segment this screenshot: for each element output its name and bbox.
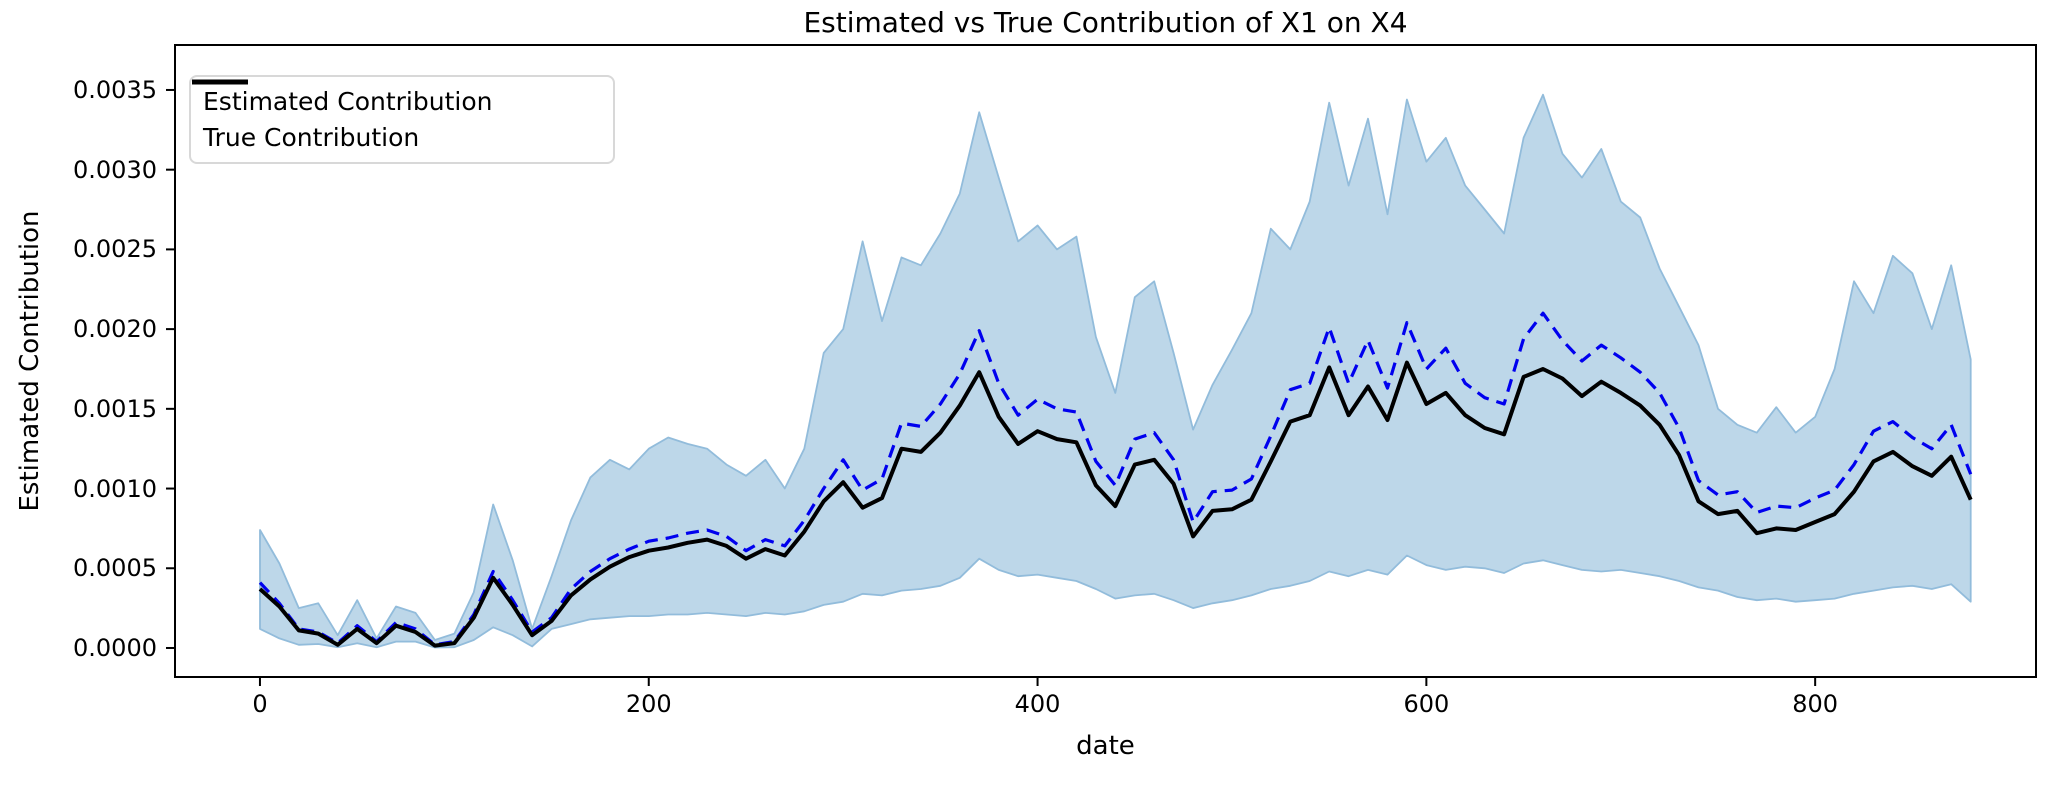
true-contribution-line [258, 360, 1973, 648]
x-tick-label: 600 [1403, 690, 1450, 718]
x-tick-label: 200 [625, 690, 672, 718]
y-tick-label: 0.0035 [73, 75, 157, 104]
legend-label-true: True Contribution [203, 122, 420, 152]
axis-tick-marks [166, 88, 1817, 686]
y-tick-label: 0.0020 [73, 315, 157, 344]
y-tick-label: 0.0015 [73, 394, 157, 423]
confidence-band-area [259, 93, 1972, 649]
axes-spines [174, 44, 2037, 678]
x-tick-label: 800 [1792, 690, 1839, 718]
chart-title: Estimated vs True Contribution of X1 on … [803, 6, 1408, 39]
y-tick-label: 0.0005 [73, 554, 157, 583]
x-tick-label: 400 [1014, 690, 1061, 718]
legend-item-estimated: Estimated Contribution [192, 80, 601, 117]
legend-item-true: True Contribution [192, 79, 601, 152]
legend-label-estimated: Estimated Contribution [203, 87, 493, 117]
solid-line-swatch [192, 79, 248, 85]
y-tick-label: 0.0025 [73, 235, 157, 264]
legend: Estimated Contribution True Contribution [189, 75, 615, 164]
y-tick-label: 0.0030 [73, 155, 157, 184]
x-axis-label: date [1076, 731, 1135, 761]
y-tick-label: 0.0010 [73, 474, 157, 503]
x-tick-label: 0 [252, 690, 268, 718]
y-tick-label: 0.0000 [73, 633, 157, 662]
